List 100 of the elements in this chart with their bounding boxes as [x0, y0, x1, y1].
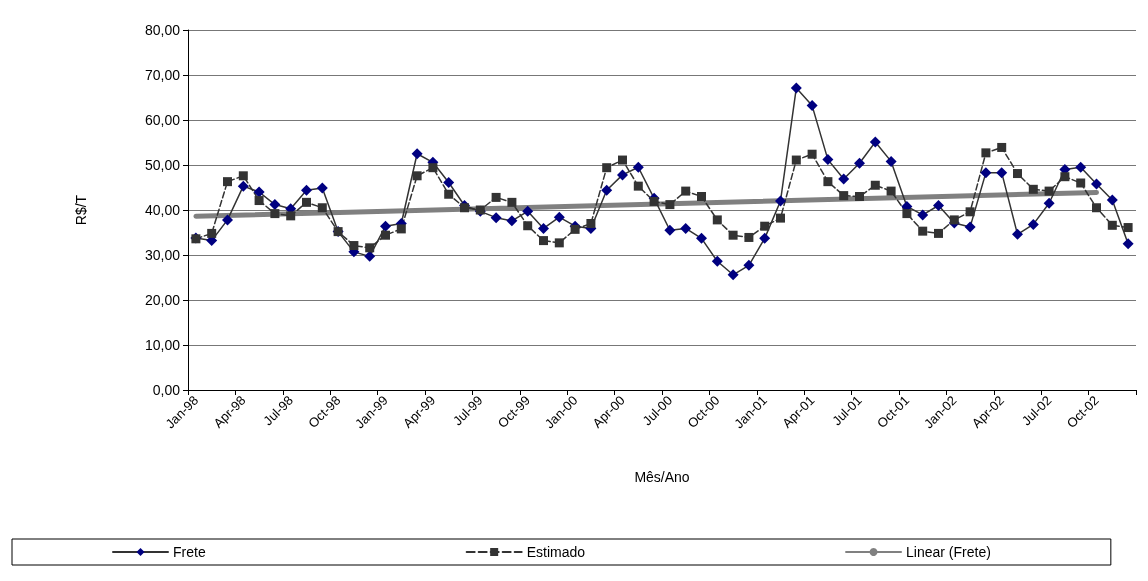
point: [775, 195, 786, 207]
point: [855, 192, 864, 201]
y-tick-label: 60,00: [144, 112, 181, 128]
point: [902, 209, 912, 219]
point: [349, 241, 359, 251]
point: [869, 136, 881, 148]
point: [727, 269, 739, 281]
y-tick-label: 10,00: [144, 337, 181, 353]
point: [790, 82, 802, 94]
point: [776, 213, 785, 223]
point: [743, 259, 755, 271]
point: [806, 100, 818, 112]
point: [523, 221, 533, 231]
point: [649, 196, 659, 206]
point: [443, 177, 455, 189]
point: [269, 199, 281, 211]
point: [1106, 194, 1118, 206]
y-tick-label: 70,00: [144, 67, 181, 83]
point: [838, 173, 850, 185]
point: [254, 196, 264, 206]
point: [586, 219, 596, 228]
y-tick-label: 0,00: [152, 382, 181, 398]
point: [964, 221, 976, 233]
point: [506, 215, 518, 227]
point: [807, 149, 817, 159]
point: [207, 228, 217, 238]
point: [918, 226, 928, 236]
point: [711, 255, 723, 267]
point: [760, 221, 770, 231]
point: [490, 212, 502, 224]
point: [286, 211, 296, 221]
point: [791, 155, 801, 165]
point: [1122, 238, 1134, 250]
point: [728, 230, 738, 240]
point: [980, 167, 992, 179]
point: [1028, 184, 1038, 194]
point: [570, 224, 580, 234]
legend-label: Estimado: [526, 544, 586, 560]
point: [997, 142, 1007, 152]
point: [1012, 228, 1023, 240]
point: [554, 238, 564, 248]
point: [949, 215, 959, 225]
point: [1092, 203, 1101, 213]
point: [601, 184, 613, 196]
point: [823, 177, 833, 187]
point: [632, 161, 644, 173]
point: [301, 184, 312, 196]
point: [1043, 197, 1055, 209]
point: [381, 230, 390, 240]
point: [839, 191, 849, 201]
point: [981, 148, 991, 158]
point: [1076, 178, 1086, 188]
legend-label: Linear (Frete): [906, 544, 991, 560]
point: [302, 197, 311, 207]
point: [681, 186, 691, 196]
point: [1044, 186, 1054, 196]
point: [886, 186, 896, 196]
point: [996, 167, 1008, 179]
y-tick-label: 80,00: [144, 22, 181, 38]
point: [1123, 223, 1133, 233]
y-tick-label: 40,00: [144, 202, 181, 218]
point: [1091, 178, 1102, 190]
point: [934, 228, 943, 238]
y-tick-label: 30,00: [144, 247, 181, 263]
point: [316, 182, 328, 194]
point: [712, 215, 722, 225]
point: [444, 189, 454, 199]
point: [253, 186, 265, 198]
point: [238, 171, 248, 181]
point: [870, 180, 880, 190]
point: [633, 181, 643, 191]
legend-label: Frete: [173, 544, 206, 560]
point: [411, 148, 423, 160]
point: [602, 163, 612, 173]
point: [696, 232, 707, 244]
point: [223, 177, 232, 187]
point: [1107, 220, 1117, 230]
point: [412, 171, 422, 181]
y-tick-label: 50,00: [144, 157, 181, 173]
y-axis-title: R$/T: [73, 194, 89, 226]
point: [697, 192, 706, 201]
point: [1013, 169, 1022, 179]
point: [428, 163, 438, 173]
point: [617, 169, 628, 181]
point: [380, 220, 391, 232]
point: [854, 157, 865, 169]
point: [680, 222, 692, 234]
point: [222, 214, 233, 226]
point: [618, 155, 627, 165]
point: [365, 243, 375, 253]
point: [539, 236, 548, 246]
point: [744, 232, 754, 242]
point: [1075, 161, 1087, 173]
point: [538, 222, 549, 234]
point: [553, 211, 565, 223]
point: [396, 224, 406, 234]
point: [507, 197, 517, 207]
point: [1060, 172, 1070, 182]
point: [522, 205, 534, 217]
point: [822, 154, 834, 166]
